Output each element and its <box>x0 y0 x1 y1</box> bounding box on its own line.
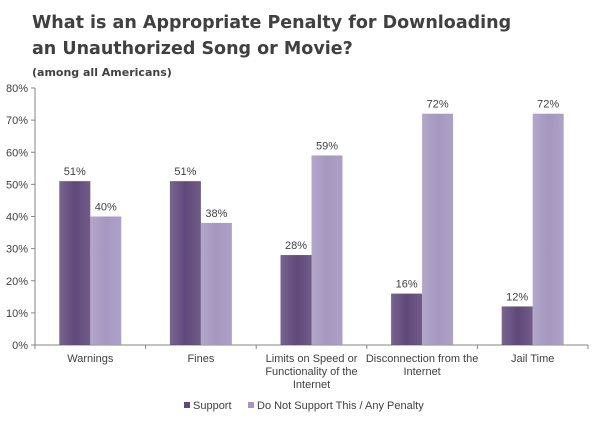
y-tick-label: 30% <box>6 244 28 256</box>
data-label: 40% <box>95 202 117 214</box>
y-tick-label: 80% <box>6 83 28 95</box>
bar-do-not-support-4 <box>532 113 564 345</box>
bar-support-1 <box>169 181 201 345</box>
data-label: 38% <box>205 208 227 220</box>
chart-data-labels: 51% 40% 51% 38% 28% 59% 16% 72% 12% 72% <box>64 99 560 304</box>
y-tick-label: 20% <box>6 276 28 288</box>
x-tick-label: Functionality of the <box>265 366 357 378</box>
bar-do-not-support-2 <box>311 155 343 345</box>
bar-support-4 <box>501 306 533 345</box>
data-label: 51% <box>174 166 196 178</box>
chart-category-labels: Warnings Fines Limits on Speed orFunctiona… <box>67 353 554 391</box>
x-tick-label: Internet <box>403 366 440 378</box>
chart-title-line-1: What is an Appropriate Penalty for Downl… <box>32 13 511 33</box>
chart-bars <box>59 113 564 345</box>
x-tick-label: Jail Time <box>511 353 554 365</box>
bar-do-not-support-3 <box>422 113 454 345</box>
bar-do-not-support-1 <box>200 222 232 345</box>
x-tick-label: Internet <box>293 379 330 391</box>
legend-label: Do Not Support This / Any Penalty <box>257 400 424 412</box>
chart-legend: Support Do Not Support This / Any Penalty <box>184 400 424 412</box>
x-tick-label: Fines <box>187 353 214 365</box>
chart-axes: 0% 10% 20% 30% 40% 50% 60% 70% 80% <box>6 83 589 352</box>
x-tick-label: Warnings <box>67 353 114 365</box>
data-label: 59% <box>316 140 338 152</box>
data-label: 72% <box>427 99 449 111</box>
y-tick-label: 60% <box>6 147 28 159</box>
bar-support-3 <box>391 293 423 345</box>
x-tick-label: Disconnection from the <box>366 353 479 365</box>
data-label: 12% <box>506 291 528 303</box>
bar-support-0 <box>59 181 91 345</box>
data-label: 72% <box>537 99 559 111</box>
y-tick-label: 0% <box>12 340 28 352</box>
y-tick-label: 50% <box>6 179 28 191</box>
legend-label: Support <box>193 400 232 412</box>
data-label: 51% <box>64 166 86 178</box>
chart-subtitle: (among all Americans) <box>32 66 172 79</box>
data-label: 28% <box>285 240 307 252</box>
x-tick-label: Limits on Speed or <box>266 353 358 365</box>
legend-swatch <box>184 402 190 408</box>
data-label: 16% <box>396 279 418 291</box>
bar-support-2 <box>280 255 312 345</box>
legend-swatch <box>248 402 254 408</box>
chart-title-line-2: an Unauthorized Song or Movie? <box>32 39 353 59</box>
bar-do-not-support-0 <box>90 216 122 345</box>
y-tick-label: 10% <box>6 308 28 320</box>
y-tick-label: 40% <box>6 212 28 224</box>
y-tick-label: 70% <box>6 115 28 127</box>
